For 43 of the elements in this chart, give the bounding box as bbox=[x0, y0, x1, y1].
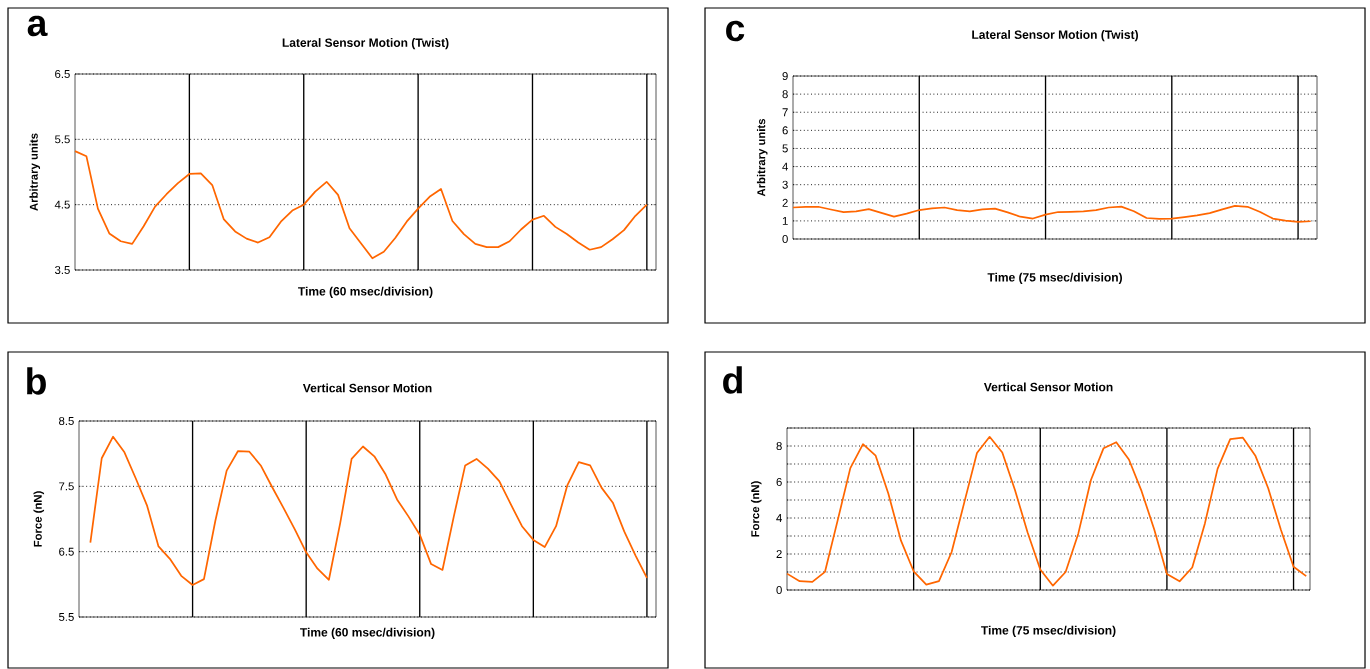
y-tick-label: 3.5 bbox=[54, 266, 70, 275]
y-axis-title: Arbitrary units bbox=[29, 133, 41, 211]
text: d bbox=[723, 366, 742, 394]
line-series bbox=[74, 150, 648, 260]
y-tick-label: 6.5 bbox=[55, 70, 70, 79]
line-series bbox=[786, 435, 1308, 587]
chart-title: Vertical Sensor Motion bbox=[302, 383, 432, 393]
y-tick-label: 5.5 bbox=[59, 613, 74, 621]
chart-title: Vertical Sensor Motion bbox=[983, 382, 1113, 392]
y-axis-title: Force (nN) bbox=[750, 481, 762, 537]
y-tick-label: 8 bbox=[782, 90, 788, 99]
chart-title: Lateral Sensor Motion (Twist) bbox=[972, 30, 1138, 42]
line-series bbox=[792, 204, 1312, 223]
text: b bbox=[27, 367, 46, 395]
y-axis-title: Arbitrary units bbox=[756, 118, 768, 197]
y-tick-label: 3 bbox=[782, 180, 788, 189]
y-tick-label: 4 bbox=[782, 162, 788, 171]
y-axis-title: Force (nN) bbox=[33, 491, 45, 547]
y-tick-label: 6 bbox=[776, 478, 782, 487]
y-tick-label: 1 bbox=[782, 216, 788, 225]
x-axis-title: Time (75 msec/division) bbox=[981, 625, 1116, 637]
y-tick-label: 0 bbox=[776, 586, 782, 595]
text: c bbox=[726, 20, 745, 42]
y-tick-label: 4.5 bbox=[54, 200, 70, 209]
y-tick-label: 4 bbox=[776, 514, 782, 522]
y-tick-label: 7.5 bbox=[59, 482, 74, 491]
y-tick-label: 6.5 bbox=[59, 547, 74, 556]
text: a bbox=[27, 15, 48, 37]
y-tick-label: 5.5 bbox=[55, 135, 70, 144]
x-axis-title: Time (75 msec/division) bbox=[987, 272, 1122, 284]
line-series bbox=[89, 435, 648, 586]
y-tick-label: 7 bbox=[782, 108, 788, 117]
y-tick-label: 0 bbox=[782, 235, 788, 244]
chart-title: Lateral Sensor Motion (Twist) bbox=[282, 38, 449, 50]
y-tick-label: 8.5 bbox=[59, 417, 74, 426]
y-tick-label: 2 bbox=[782, 198, 788, 207]
y-tick-label: 9 bbox=[782, 72, 788, 81]
x-axis-title: Time (60 msec/division) bbox=[298, 286, 433, 298]
y-tick-label: 6 bbox=[782, 126, 788, 135]
y-tick-label: 8 bbox=[776, 442, 782, 451]
y-tick-label: 5 bbox=[782, 144, 788, 153]
x-axis-title: Time (60 msec/division) bbox=[300, 627, 435, 639]
y-tick-label: 2 bbox=[776, 550, 782, 558]
